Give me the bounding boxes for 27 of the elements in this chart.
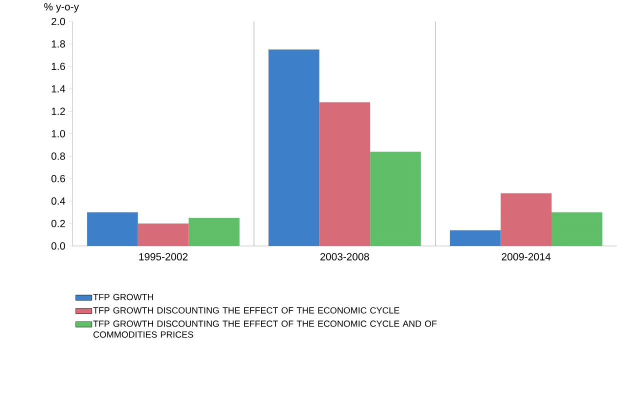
bar [268, 50, 320, 246]
bar [138, 224, 189, 246]
y-tick-label: 0.0 [51, 242, 66, 250]
y-tick-label: 0.6 [51, 175, 65, 182]
y-tick-label: 2.0 [52, 18, 66, 26]
x-tick-label: 2003-2008 [320, 253, 370, 261]
x-tick-label: 1995-2002 [139, 253, 188, 261]
bar [188, 218, 240, 246]
y-tick-label: 1.0 [52, 130, 66, 138]
y-tick-label: 0.4 [51, 198, 66, 205]
y-tick-label: 1.2 [52, 108, 65, 116]
bar [319, 102, 370, 246]
x-tick-label: 2009-2014 [502, 253, 551, 261]
bar [552, 212, 602, 246]
legend-label: TFP GROWTH DISCOUNTING THE EFFECT OF THE ECONOMIC CYCLE AND OF COMMODITIES PRICES [93, 320, 437, 338]
legend-label: TFP GROWTH [93, 294, 154, 300]
bar [87, 212, 138, 246]
y-tick-label: 1.4 [52, 85, 66, 93]
y-axis-title: % y-o-y [44, 3, 79, 13]
legend-label: TFP GROWTH DISCOUNTING THE EFFECT OF THE ECONOMIC CYCLE [93, 307, 400, 314]
y-tick-label: 0.8 [51, 152, 65, 160]
bar [450, 230, 501, 246]
y-tick-label: 1.6 [52, 62, 65, 70]
y-tick-label: 0.2 [51, 220, 65, 228]
y-tick-label: 1.8 [52, 40, 65, 48]
bar [500, 193, 552, 246]
bar [370, 152, 421, 246]
